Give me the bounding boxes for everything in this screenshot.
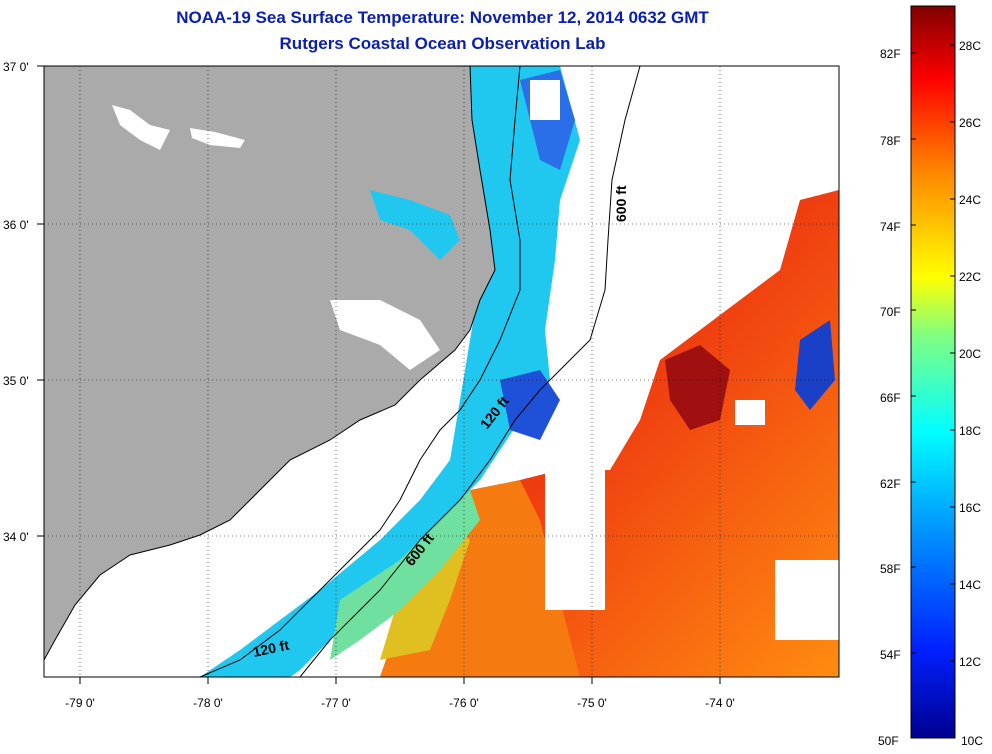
cloud-gap: [775, 560, 839, 640]
blue-patch-cape: [500, 370, 560, 440]
colorbar: [910, 5, 956, 739]
colorbar-c-label: 22C: [959, 270, 981, 284]
dark-red-core: [665, 345, 730, 430]
lat-label-37: 37 0': [3, 60, 29, 74]
contour-label-120ft-south: 120 ft: [251, 637, 290, 660]
colorbar-f-label: 50F: [878, 734, 899, 748]
axis-ticks: [37, 65, 721, 684]
sound-water: [330, 300, 440, 370]
lat-label-36: 36 0': [3, 218, 29, 232]
colorbar-c-label: 10C: [961, 734, 983, 748]
lat-label-34: 34 0': [3, 530, 29, 544]
colorbar-f-label: 62F: [880, 477, 901, 491]
title-line-1: NOAA-19 Sea Surface Temperature: Novembe…: [176, 8, 709, 27]
cloud-gap: [545, 440, 605, 610]
colorbar-c-label: 12C: [959, 655, 981, 669]
sound-water: [370, 190, 460, 260]
contour-label-600ft-north: 600 ft: [613, 185, 629, 222]
colorbar-f-label: 54F: [880, 648, 901, 662]
lon-label-74: -74 0': [705, 696, 735, 710]
colorbar-ticks: [911, 44, 955, 662]
lake-white: [190, 128, 245, 148]
coastline: [44, 66, 496, 661]
colorbar-c-label: 16C: [959, 501, 981, 515]
cloud-gap: [530, 80, 560, 120]
lon-label-78: -78 0': [193, 696, 223, 710]
colorbar-f-label: 70F: [880, 305, 901, 319]
lon-label-76: -76 0': [449, 696, 479, 710]
colorbar-celsius-labels: 28C 26C 24C 22C 20C 18C 16C 14C 12C 10C: [959, 39, 983, 748]
colorbar-c-label: 26C: [959, 116, 981, 130]
colorbar-f-label: 58F: [880, 562, 901, 576]
colorbar-c-label: 18C: [959, 424, 981, 438]
colorbar-f-label: 82F: [880, 47, 901, 61]
colorbar-f-label: 74F: [880, 220, 901, 234]
colorbar-c-label: 24C: [959, 193, 981, 207]
green-shelf-water: [330, 490, 480, 660]
isobath-600ft: [299, 66, 641, 677]
isobath-120ft: [199, 66, 521, 677]
colorbar-c-label: 14C: [959, 578, 981, 592]
lat-label-35: 35 0': [3, 374, 29, 388]
graticule: [44, 66, 839, 677]
colorbar-c-label: 20C: [959, 347, 981, 361]
lake-white: [112, 105, 170, 150]
colorbar-c-label: 28C: [959, 39, 981, 53]
colorbar-fahrenheit-labels: 82F 78F 74F 70F 66F 62F 58F 54F 50F: [878, 47, 901, 748]
lon-label-75: -75 0': [577, 696, 607, 710]
lon-label-79: -79 0': [65, 696, 95, 710]
title-line-2: Rutgers Coastal Ocean Observation Lab: [279, 34, 606, 53]
colorbar-f-label: 66F: [880, 391, 901, 405]
map-frame: [43, 65, 840, 678]
lon-label-77: -77 0': [321, 696, 351, 710]
blue-patch-east: [795, 320, 835, 410]
cloud-gap: [735, 400, 765, 425]
colorbar-f-label: 78F: [880, 134, 901, 148]
